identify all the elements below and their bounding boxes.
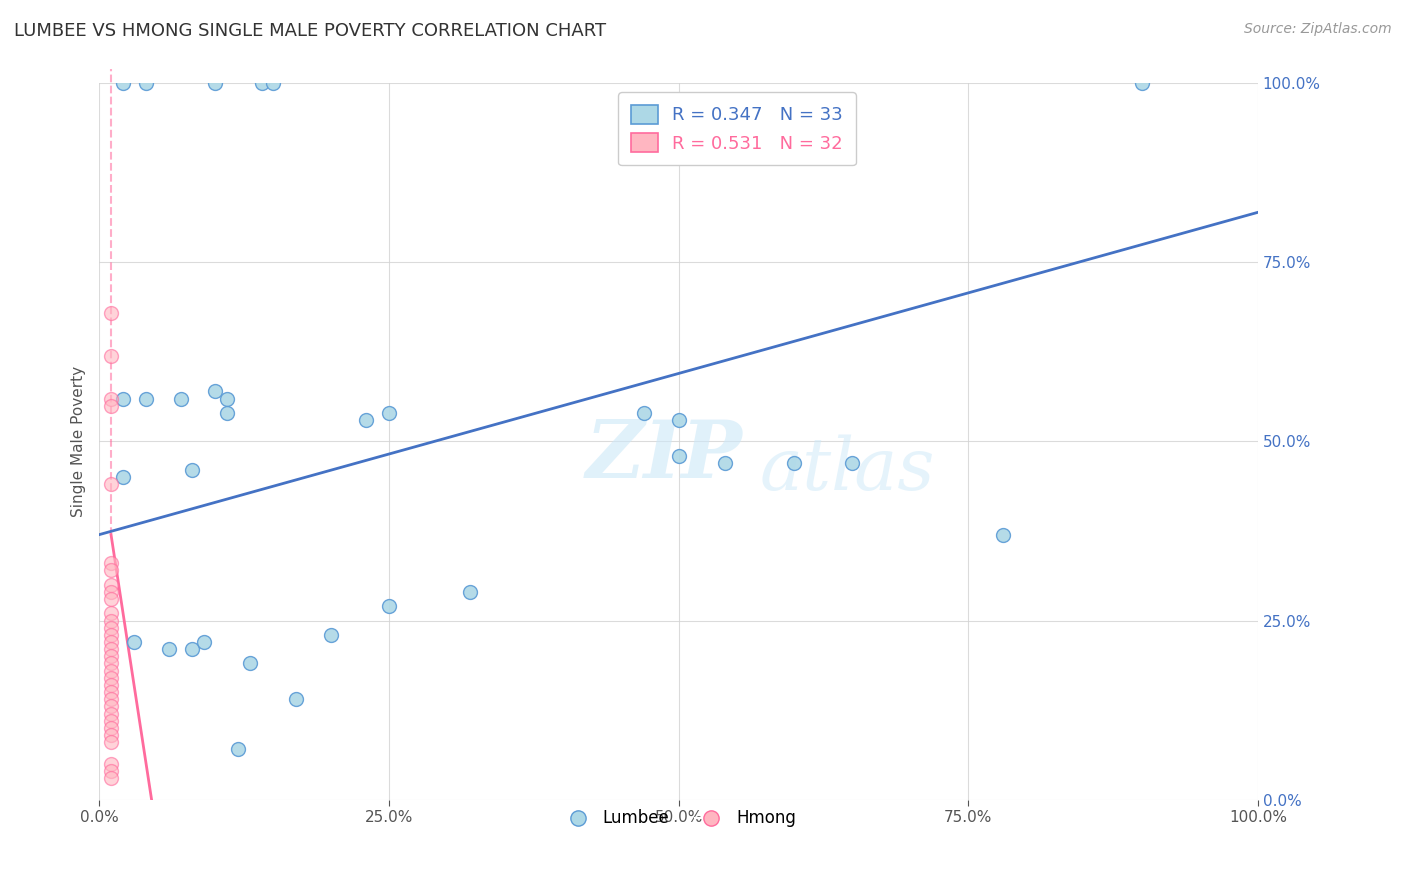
Point <box>354 413 377 427</box>
Point <box>100 563 122 577</box>
Point <box>285 692 308 706</box>
Point <box>100 735 122 749</box>
Point <box>991 527 1014 541</box>
Point <box>122 635 145 649</box>
Point <box>100 607 122 621</box>
Point <box>135 77 157 91</box>
Point <box>100 477 122 491</box>
Point <box>100 721 122 735</box>
Point <box>111 392 134 406</box>
Point <box>100 621 122 635</box>
Point <box>135 392 157 406</box>
Point <box>100 305 122 319</box>
Point <box>841 456 863 470</box>
Point <box>100 692 122 706</box>
Point <box>633 406 655 420</box>
Point <box>100 657 122 671</box>
Point <box>100 635 122 649</box>
Text: atlas: atlas <box>759 435 935 506</box>
Point <box>215 392 238 406</box>
Point <box>100 714 122 728</box>
Point <box>458 585 481 599</box>
Point <box>250 77 273 91</box>
Point <box>204 77 226 91</box>
Point <box>378 599 401 614</box>
Point <box>668 449 690 463</box>
Point <box>169 392 191 406</box>
Point <box>100 756 122 771</box>
Point <box>668 413 690 427</box>
Point <box>100 678 122 692</box>
Point <box>100 349 122 363</box>
Point <box>100 614 122 628</box>
Point <box>100 685 122 699</box>
Point <box>181 642 204 657</box>
Point <box>100 399 122 413</box>
Point <box>111 470 134 484</box>
Point <box>239 657 262 671</box>
Point <box>100 764 122 778</box>
Point <box>783 456 806 470</box>
Point <box>181 463 204 477</box>
Text: ZIP: ZIP <box>586 417 742 494</box>
Point <box>100 556 122 570</box>
Point <box>228 742 250 756</box>
Point <box>100 671 122 685</box>
Point <box>321 628 343 642</box>
Point <box>100 642 122 657</box>
Point <box>100 585 122 599</box>
Point <box>193 635 215 649</box>
Point <box>100 699 122 714</box>
Point <box>204 384 226 399</box>
Point <box>215 406 238 420</box>
Point <box>262 77 284 91</box>
Point <box>100 392 122 406</box>
Point <box>714 456 737 470</box>
Point <box>100 628 122 642</box>
Point <box>100 577 122 591</box>
Legend: Lumbee, Hmong: Lumbee, Hmong <box>554 803 803 834</box>
Text: Source: ZipAtlas.com: Source: ZipAtlas.com <box>1244 22 1392 37</box>
Point <box>100 592 122 607</box>
Point <box>100 706 122 721</box>
Point <box>378 406 401 420</box>
Point <box>157 642 180 657</box>
Point <box>100 664 122 678</box>
Point <box>100 771 122 785</box>
Point <box>111 77 134 91</box>
Point <box>100 728 122 742</box>
Point <box>100 649 122 664</box>
Text: LUMBEE VS HMONG SINGLE MALE POVERTY CORRELATION CHART: LUMBEE VS HMONG SINGLE MALE POVERTY CORR… <box>14 22 606 40</box>
Point <box>1130 77 1153 91</box>
Y-axis label: Single Male Poverty: Single Male Poverty <box>72 366 86 517</box>
